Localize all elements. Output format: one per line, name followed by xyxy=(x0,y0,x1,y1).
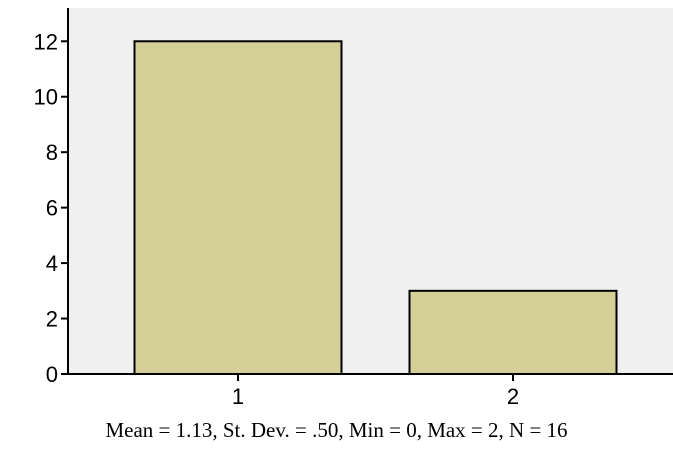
y-tick-label: 6 xyxy=(46,196,58,221)
x-tick-label: 2 xyxy=(507,384,519,409)
y-tick-label: 10 xyxy=(34,85,58,110)
y-tick-label: 12 xyxy=(34,29,58,54)
y-tick-label: 8 xyxy=(46,140,58,165)
y-tick-label: 4 xyxy=(46,251,58,276)
bar-2 xyxy=(408,289,618,375)
y-tick-label: 2 xyxy=(46,307,58,332)
bar-1 xyxy=(133,40,343,375)
y-tick-label: 0 xyxy=(46,362,58,387)
statistics-caption: Mean = 1.13, St. Dev. = .50, Min = 0, Ma… xyxy=(105,418,568,442)
x-tick-label: 1 xyxy=(232,384,244,409)
